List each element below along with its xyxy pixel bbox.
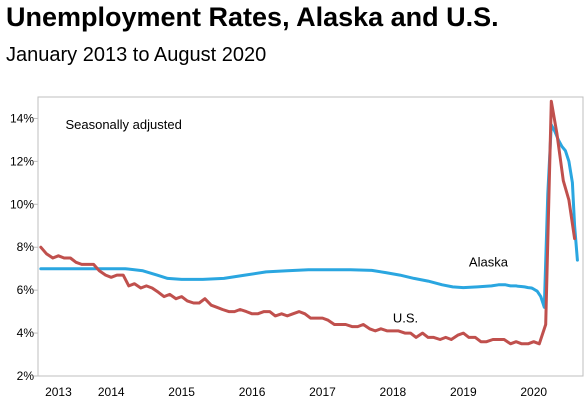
annotation-label: Alaska (469, 255, 509, 270)
x-tick-label: 2018 (380, 385, 407, 399)
y-tick-label: 10% (10, 197, 34, 211)
x-tick-label: 2017 (309, 385, 336, 399)
series-line-u-s (39, 99, 577, 346)
y-tick-label: 2% (17, 369, 35, 383)
chart-title: Unemployment Rates, Alaska and U.S. (6, 2, 499, 32)
annotation-label: U.S. (393, 310, 418, 325)
series-line-alaska (39, 123, 579, 309)
x-tick-label: 2019 (450, 385, 477, 399)
x-tick-label: 2015 (168, 385, 195, 399)
y-tick-label: 12% (10, 154, 34, 168)
y-tick-label: 4% (17, 326, 35, 340)
y-tick-label: 8% (17, 240, 35, 254)
y-tick-label: 6% (17, 283, 35, 297)
chart-subtitle: January 2013 to August 2020 (6, 44, 267, 66)
x-tick-label: 2014 (98, 385, 125, 399)
x-tick-label: 2016 (239, 385, 266, 399)
y-tick-label: 14% (10, 111, 34, 125)
annotation-label: Seasonally adjusted (65, 117, 181, 132)
plot-area-frame (37, 96, 584, 377)
x-tick-label: 2013 (45, 385, 72, 399)
x-tick-label: 2020 (520, 385, 547, 399)
